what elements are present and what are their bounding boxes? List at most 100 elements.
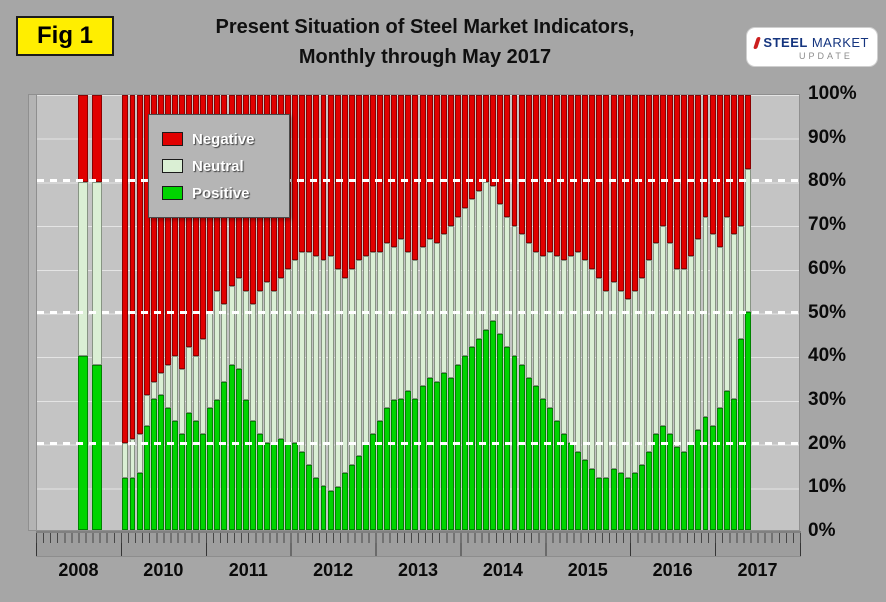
- segment-positive: [327, 490, 334, 530]
- bar-2017-m1: [716, 95, 723, 530]
- bar-2012-m3: [306, 95, 313, 530]
- segment-positive: [730, 399, 737, 530]
- bar-2013-m11: [447, 95, 454, 530]
- segment-negative: [553, 95, 560, 256]
- segment-negative: [440, 95, 447, 235]
- segment-positive: [525, 377, 532, 530]
- segment-negative: [603, 95, 610, 291]
- y-axis-tick-30pct: 30%: [808, 388, 847, 410]
- segment-negative: [461, 95, 468, 209]
- segment-negative: [617, 95, 624, 291]
- segment-positive: [674, 447, 681, 530]
- segment-neutral: [377, 251, 384, 422]
- segment-neutral: [278, 277, 285, 439]
- segment-neutral: [730, 234, 737, 400]
- segment-negative: [186, 95, 193, 348]
- bar-2016-m9: [688, 95, 695, 530]
- segment-negative: [525, 95, 532, 243]
- segment-negative: [447, 95, 454, 226]
- bar-2014-m9: [518, 95, 525, 530]
- segment-negative: [483, 95, 490, 182]
- segment-neutral: [681, 269, 688, 452]
- segment-negative: [518, 95, 525, 235]
- segment-neutral: [186, 347, 193, 413]
- segment-positive: [652, 434, 659, 530]
- segment-neutral: [412, 260, 419, 400]
- segment-positive: [129, 477, 136, 530]
- segment-negative: [511, 95, 518, 226]
- segment-neutral: [193, 356, 200, 422]
- y-axis-tick-60pct: 60%: [808, 257, 847, 279]
- segment-positive: [440, 373, 447, 530]
- segment-negative: [355, 95, 362, 261]
- segment-negative: [179, 95, 185, 370]
- segment-neutral: [652, 242, 659, 435]
- segment-negative: [610, 95, 617, 283]
- bar-2014-m3: [476, 95, 483, 530]
- segment-positive: [610, 469, 617, 530]
- x-axis-label-2017: 2017: [737, 560, 778, 580]
- logo-red-mark-icon: [753, 36, 762, 49]
- segment-neutral: [242, 290, 249, 400]
- segment-negative: [624, 95, 631, 300]
- bar-2017-m4: [737, 95, 744, 530]
- segment-positive: [299, 451, 306, 530]
- segment-negative: [370, 95, 376, 252]
- segment-negative: [426, 95, 433, 239]
- segment-neutral: [299, 251, 306, 452]
- segment-negative: [638, 95, 645, 278]
- segment-negative: [596, 95, 603, 278]
- bar-2010-m6: [157, 95, 164, 530]
- x-axis-label-2011: 2011: [228, 560, 268, 580]
- segment-negative: [341, 95, 348, 278]
- segment-neutral: [398, 238, 405, 400]
- y-axis-tick-100pct: 100%: [808, 83, 857, 104]
- segment-neutral: [561, 260, 567, 435]
- segment-negative: [667, 95, 674, 243]
- segment-positive: [92, 364, 103, 530]
- segment-neutral: [334, 269, 341, 487]
- bar-2014-m5: [490, 95, 497, 530]
- segment-negative: [476, 95, 483, 191]
- segment-neutral: [596, 277, 603, 478]
- bar-2013-m10: [440, 95, 447, 530]
- y-axis-tick-50pct: 50%: [808, 301, 847, 323]
- segment-positive: [723, 390, 730, 530]
- y-axis-tick-10pct: 10%: [808, 476, 847, 498]
- segment-positive: [532, 386, 539, 530]
- segment-positive: [744, 312, 751, 530]
- bar-2017-m3: [730, 95, 737, 530]
- segment-positive: [518, 364, 525, 530]
- segment-negative: [645, 95, 652, 261]
- segment-neutral: [497, 203, 504, 335]
- bar-2010-m10: [186, 95, 193, 530]
- segment-positive: [391, 399, 398, 530]
- bar-2010-m9: [179, 95, 185, 530]
- bar-2014-m7: [504, 95, 511, 530]
- x-axis-labels: 2008 2010 2011 2012 2013 2014 2015 2016 2017: [36, 560, 800, 588]
- segment-neutral: [454, 216, 461, 365]
- segment-negative: [561, 95, 567, 261]
- segment-neutral: [270, 290, 277, 443]
- bar-2016-m4: [652, 95, 659, 530]
- bar-2015-m1: [546, 95, 553, 530]
- logo-update-text: UPDATE: [799, 51, 853, 61]
- bar-2015-m6: [582, 95, 589, 530]
- bar-2017-m2: [723, 95, 730, 530]
- segment-neutral: [525, 242, 532, 378]
- segment-positive: [221, 382, 228, 530]
- segment-negative: [695, 95, 702, 239]
- y-axis-tick-80pct: 80%: [808, 170, 847, 192]
- bar-2016-m12: [709, 95, 716, 530]
- segment-negative: [405, 95, 412, 252]
- segment-neutral: [645, 260, 652, 452]
- legend-label-positive: Positive: [192, 184, 250, 202]
- segment-neutral: [426, 238, 433, 378]
- x-axis-label-2008: 2008: [58, 560, 99, 580]
- segment-positive: [122, 477, 129, 530]
- segment-neutral: [348, 269, 355, 465]
- chart-title-line1: Present Situation of Steel Market Indica…: [215, 16, 635, 38]
- segment-neutral: [292, 260, 299, 443]
- bar-2016-m1: [631, 95, 638, 530]
- segment-neutral: [667, 242, 674, 435]
